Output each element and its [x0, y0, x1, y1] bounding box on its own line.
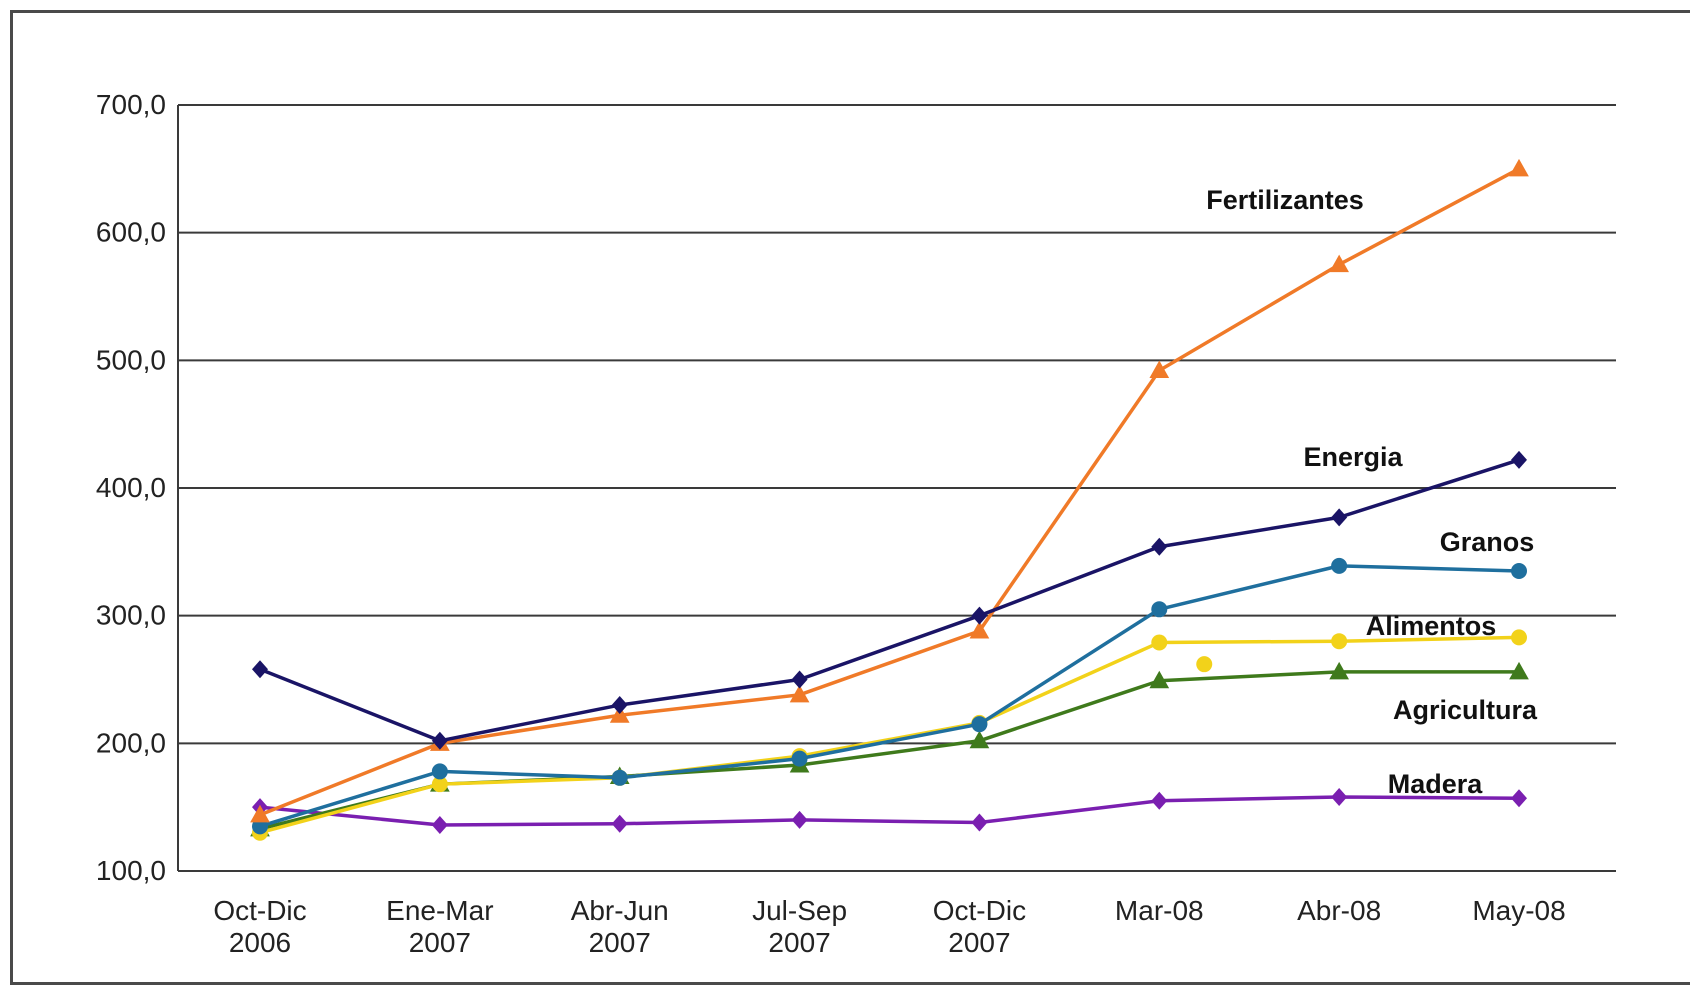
data-point-granos: [791, 750, 808, 767]
series-label-energia: Energia: [1303, 442, 1403, 472]
x-tick-label: 2007: [409, 927, 471, 958]
series-line-energia: [259, 458, 1520, 743]
data-point-energia: [431, 731, 448, 750]
data-point-granos: [1151, 601, 1168, 618]
data-point-madera: [1151, 791, 1168, 810]
data-point-fertilizantes: [1329, 254, 1349, 273]
data-point-agricultura: [969, 730, 990, 749]
y-tick-label: 100,0: [96, 855, 166, 886]
data-point-fertilizantes: [789, 684, 810, 703]
data-point-granos: [971, 716, 988, 733]
series-line-granos: [259, 564, 1520, 828]
gridlines: [178, 104, 1616, 745]
series-labels: Fertilizantes Energia Granos Alimentos Agric…: [1206, 185, 1538, 799]
data-point-granos: [431, 763, 448, 780]
x-tick-label: Jul-Sep: [752, 895, 847, 926]
data-point-madera: [611, 814, 628, 833]
y-tick-label: 500,0: [96, 344, 166, 375]
series-line-alimentos: [259, 635, 1520, 835]
data-point-energia: [611, 696, 628, 715]
series-granos: [252, 557, 1527, 835]
x-axis-tick-labels: Oct-Dic2006Ene-Mar2007Abr-Jun2007Jul-Sep…: [213, 895, 1565, 958]
y-tick-label: 200,0: [96, 727, 166, 758]
data-point-agricultura: [1329, 661, 1349, 680]
data-point-energia: [1511, 450, 1527, 469]
data-point-madera: [431, 816, 448, 835]
series-alimentos: [252, 629, 1527, 841]
data-point-alimentos: [1511, 629, 1527, 646]
x-tick-label: May-08: [1472, 895, 1565, 926]
data-point-fertilizantes: [969, 620, 990, 639]
data-point-madera: [971, 813, 988, 832]
data-point-fertilizantes: [1509, 158, 1529, 177]
x-tick-label: Abr-08: [1297, 895, 1381, 926]
data-point-agricultura: [1509, 661, 1529, 680]
data-point-alimentos: [1331, 633, 1348, 650]
series-label-fertilizantes: Fertilizantes: [1206, 185, 1364, 215]
line-chart: 100,0 200,0 300,0 400,0 500,0 600,0 700,0 Oct-…: [96, 89, 1616, 958]
y-tick-label: 400,0: [96, 472, 166, 503]
series-label-agricultura: Agricultura: [1393, 695, 1538, 725]
data-point-granos: [611, 769, 628, 786]
x-tick-label: Abr-Jun: [571, 895, 669, 926]
series-lines: [250, 158, 1529, 841]
data-point-fertilizantes: [609, 705, 630, 723]
x-tick-label: Oct-Dic: [213, 895, 306, 926]
data-point-madera: [1511, 789, 1527, 808]
y-tick-label: 700,0: [96, 89, 166, 120]
series-fertilizantes: [250, 158, 1529, 823]
axes: [177, 105, 1616, 872]
data-point-energia: [1151, 537, 1168, 556]
data-point-granos: [1331, 557, 1348, 574]
y-tick-label: 300,0: [96, 600, 166, 631]
data-point-energia: [971, 606, 988, 625]
y-tick-label: 600,0: [96, 217, 166, 248]
y-axis-tick-labels: 100,0 200,0 300,0 400,0 500,0 600,0 700,0: [96, 89, 166, 886]
data-point-energia: [1331, 508, 1348, 527]
x-tick-label: 2007: [948, 927, 1010, 958]
data-point-energia: [791, 670, 808, 689]
data-point-fertilizantes: [1149, 360, 1170, 379]
chart-frame: 100,0 200,0 300,0 400,0 500,0 600,0 700,0 Oct-…: [10, 10, 1690, 985]
data-point-alimentos: [431, 776, 448, 793]
data-point-granos: [1511, 562, 1527, 579]
series-madera: [252, 787, 1527, 835]
data-point-alimentos: [1151, 634, 1168, 651]
series-label-alimentos: Alimentos: [1366, 611, 1497, 641]
data-point-madera: [1331, 787, 1348, 806]
series-energia: [252, 450, 1527, 750]
x-tick-label: 2007: [589, 927, 651, 958]
series-line-fertilizantes: [259, 167, 1520, 817]
data-point-madera: [791, 810, 808, 829]
data-point-agricultura: [1149, 670, 1170, 689]
series-label-madera: Madera: [1388, 769, 1484, 799]
x-tick-label: Ene-Mar: [386, 895, 493, 926]
data-point-energia: [252, 660, 268, 679]
stray-data-point: [1196, 656, 1213, 673]
data-point-fertilizantes: [250, 804, 270, 823]
series-label-granos: Granos: [1440, 527, 1535, 557]
series-line-madera: [259, 795, 1520, 827]
x-tick-label: 2006: [229, 927, 291, 958]
x-tick-label: Mar-08: [1115, 895, 1204, 926]
x-tick-label: 2007: [768, 927, 830, 958]
x-tick-label: Oct-Dic: [933, 895, 1026, 926]
